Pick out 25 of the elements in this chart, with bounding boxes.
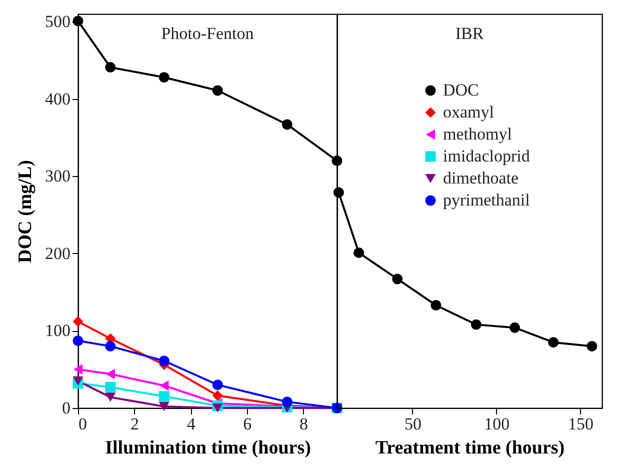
x-tick-label: 6 xyxy=(243,414,252,434)
y-axis-title: DOC (mg/L) xyxy=(15,160,36,263)
legend-label: methomyl xyxy=(443,124,512,144)
annotation: IBR xyxy=(455,24,484,43)
x-tick-label: 2 xyxy=(130,414,140,434)
legend-label: oxamyl xyxy=(443,102,494,122)
x-tick-label: 50 xyxy=(404,414,422,434)
y-tick-label: 200 xyxy=(45,244,70,263)
x-tick-label: 0 xyxy=(78,414,87,434)
y-tick-label: 300 xyxy=(45,166,70,186)
x-axis-title: Treatment time (hours) xyxy=(375,438,565,458)
legend-label: dimethoate xyxy=(443,168,519,188)
x-tick-label: 4 xyxy=(186,414,196,434)
y-tick-label: 0 xyxy=(62,398,70,418)
annotation: Photo-Fenton xyxy=(161,24,254,43)
y-tick-label: 100 xyxy=(45,321,70,340)
x-tick-label: 8 xyxy=(299,414,308,434)
x-tick-label: 100 xyxy=(484,414,510,434)
x-tick-label: 150 xyxy=(568,414,594,434)
legend-label: DOC xyxy=(443,80,479,100)
y-tick-label: 500 xyxy=(45,12,70,32)
x-axis-title: Illumination time (hours) xyxy=(105,438,311,458)
y-tick-label: 400 xyxy=(45,89,70,108)
legend-label: pyrimethanil xyxy=(443,190,530,210)
legend-label: imidacloprid xyxy=(443,146,530,166)
